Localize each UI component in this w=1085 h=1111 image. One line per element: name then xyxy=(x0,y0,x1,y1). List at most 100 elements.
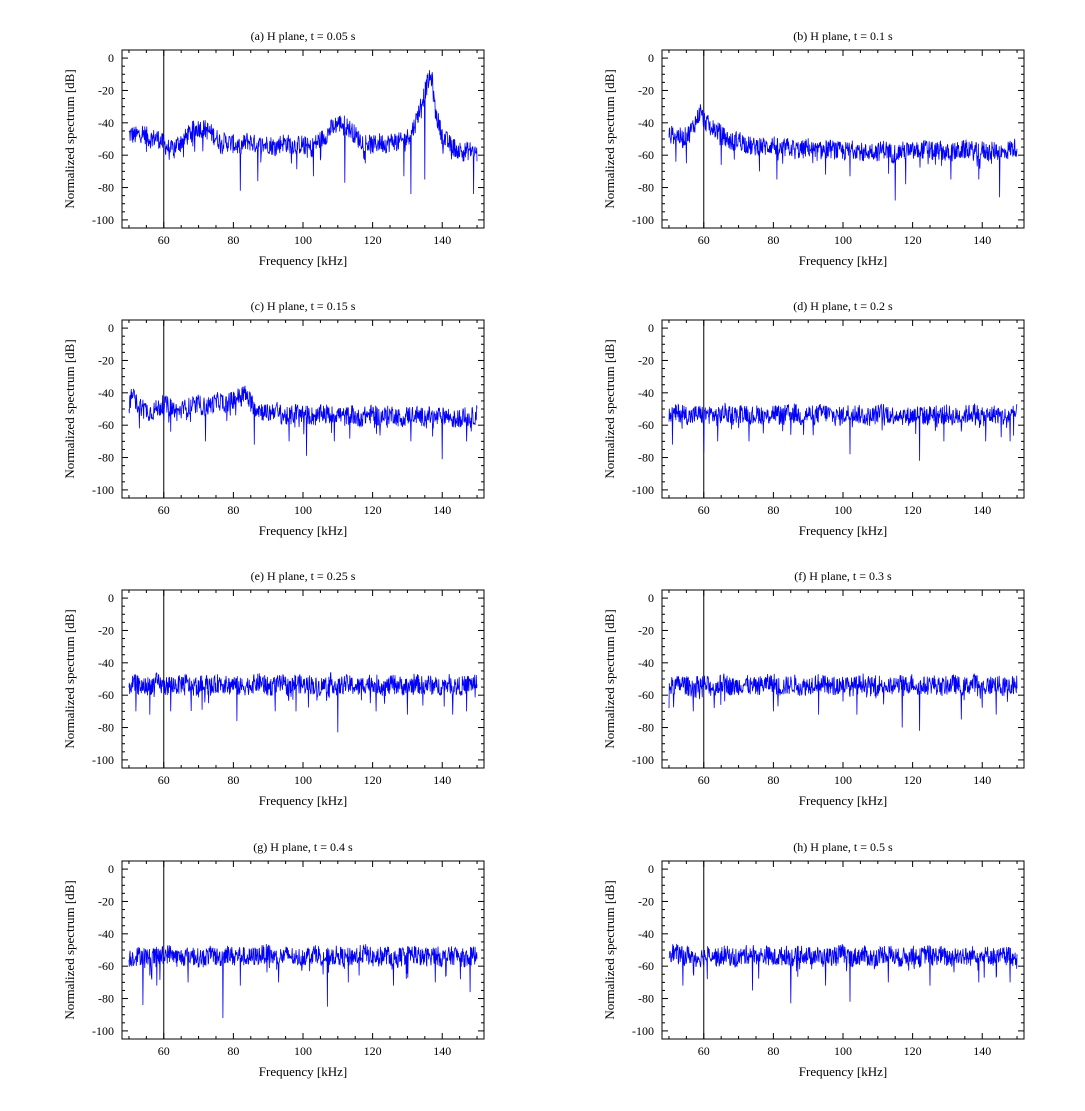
y-tick-label: -100 xyxy=(632,483,654,497)
x-tick-label: 120 xyxy=(364,773,382,787)
spectrum-line xyxy=(668,673,1018,731)
y-axis-label: Normalized spectrum [dB] xyxy=(62,339,77,478)
spectrum-line xyxy=(128,70,478,195)
y-tick-label: -40 xyxy=(638,656,654,670)
x-tick-label: 100 xyxy=(294,1044,312,1058)
x-tick-label: 140 xyxy=(433,773,451,787)
x-tick-label: 120 xyxy=(364,233,382,247)
subplot-a: (a) H plane, t = 0.05 s 60 80 100 120 140 0 -20… xyxy=(62,29,485,268)
x-tick-label: 60 xyxy=(158,773,170,787)
y-tick-label: -40 xyxy=(98,116,114,130)
y-tick-label: -40 xyxy=(98,927,114,941)
plot-frame xyxy=(661,49,1025,229)
subplot-g: (g) H plane, t = 0.4 s 60 80 100 120 140 0 -20 -… xyxy=(62,840,485,1079)
x-tick-label: 60 xyxy=(698,1044,710,1058)
y-tick-label: -100 xyxy=(92,213,114,227)
subplot-title: (g) H plane, t = 0.4 s xyxy=(253,840,353,854)
y-axis-label: Normalized spectrum [dB] xyxy=(62,609,77,748)
y-tick-label: 0 xyxy=(108,321,114,335)
y-tick-label: 0 xyxy=(648,321,654,335)
subplot-title: (e) H plane, t = 0.25 s xyxy=(251,569,356,583)
y-tick-label: -20 xyxy=(638,353,654,367)
y-tick-label: -20 xyxy=(98,623,114,637)
x-tick-label: 100 xyxy=(294,503,312,517)
subplot-e: (e) H plane, t = 0.25 s 60 80 100 120 140 0 -20… xyxy=(62,569,485,808)
y-tick-label: -60 xyxy=(98,418,114,432)
subplot-title: (h) H plane, t = 0.5 s xyxy=(793,840,893,854)
y-tick-label: -80 xyxy=(638,721,654,735)
x-tick-label: 140 xyxy=(973,503,991,517)
y-tick-label: -100 xyxy=(92,483,114,497)
x-tick-label: 140 xyxy=(973,1044,991,1058)
subplot-c: (c) H plane, t = 0.15 s 60 80 100 120 140 0 -20… xyxy=(62,299,485,538)
x-tick-label: 80 xyxy=(227,233,239,247)
y-tick-label: -80 xyxy=(98,992,114,1006)
x-tick-label: 120 xyxy=(904,233,922,247)
y-tick-label: -40 xyxy=(638,116,654,130)
x-tick-label: 140 xyxy=(433,1044,451,1058)
x-axis-label: Frequency [kHz] xyxy=(259,1064,347,1079)
x-tick-label: 140 xyxy=(433,233,451,247)
spectrum-line xyxy=(668,943,1018,1004)
x-tick-label: 80 xyxy=(767,503,779,517)
plot-frame xyxy=(121,860,485,1040)
subplot-d: (d) H plane, t = 0.2 s 60 80 100 120 140 0 -20 -… xyxy=(602,299,1025,538)
y-axis-label: Normalized spectrum [dB] xyxy=(62,880,77,1019)
x-axis-label: Frequency [kHz] xyxy=(259,793,347,808)
y-axis-label: Normalized spectrum [dB] xyxy=(62,69,77,208)
x-axis-label: Frequency [kHz] xyxy=(259,253,347,268)
spectrum-line xyxy=(668,104,1018,201)
plot-frame xyxy=(121,589,485,769)
x-tick-label: 100 xyxy=(834,1044,852,1058)
y-tick-label: -80 xyxy=(638,451,654,465)
y-tick-label: -20 xyxy=(638,894,654,908)
spectrum-line xyxy=(128,385,478,460)
y-tick-label: -20 xyxy=(98,83,114,97)
x-tick-label: 120 xyxy=(904,1044,922,1058)
y-tick-label: -40 xyxy=(98,386,114,400)
x-axis-label: Frequency [kHz] xyxy=(799,1064,887,1079)
y-axis-label: Normalized spectrum [dB] xyxy=(602,880,617,1019)
y-tick-label: -60 xyxy=(638,688,654,702)
y-tick-label: -100 xyxy=(632,213,654,227)
x-tick-label: 140 xyxy=(433,503,451,517)
y-tick-label: -80 xyxy=(638,992,654,1006)
y-tick-label: 0 xyxy=(648,591,654,605)
x-tick-label: 100 xyxy=(834,233,852,247)
y-tick-label: -100 xyxy=(632,1024,654,1038)
spectrum-line xyxy=(128,943,478,1019)
x-tick-label: 80 xyxy=(227,773,239,787)
y-tick-label: -20 xyxy=(638,623,654,637)
subplot-title: (b) H plane, t = 0.1 s xyxy=(793,29,893,43)
x-tick-label: 120 xyxy=(364,1044,382,1058)
spectrum-line xyxy=(668,402,1018,461)
x-axis-label: Frequency [kHz] xyxy=(259,523,347,538)
y-axis-label: Normalized spectrum [dB] xyxy=(602,339,617,478)
x-tick-label: 80 xyxy=(767,233,779,247)
x-tick-label: 100 xyxy=(294,233,312,247)
x-tick-label: 60 xyxy=(158,1044,170,1058)
x-tick-label: 60 xyxy=(158,233,170,247)
x-tick-label: 120 xyxy=(364,503,382,517)
x-tick-label: 60 xyxy=(698,503,710,517)
x-tick-label: 140 xyxy=(973,233,991,247)
y-tick-label: -20 xyxy=(98,353,114,367)
x-tick-label: 140 xyxy=(973,773,991,787)
y-tick-label: -80 xyxy=(638,181,654,195)
y-tick-label: -20 xyxy=(98,894,114,908)
y-tick-label: -20 xyxy=(638,83,654,97)
y-tick-label: -80 xyxy=(98,721,114,735)
y-tick-label: -100 xyxy=(92,753,114,767)
y-tick-label: 0 xyxy=(648,862,654,876)
x-tick-label: 60 xyxy=(698,233,710,247)
x-tick-label: 100 xyxy=(834,773,852,787)
y-tick-label: -60 xyxy=(638,148,654,162)
y-tick-label: 0 xyxy=(648,51,654,65)
x-axis-label: Frequency [kHz] xyxy=(799,253,887,268)
x-tick-label: 80 xyxy=(227,503,239,517)
x-tick-label: 100 xyxy=(294,773,312,787)
x-axis-label: Frequency [kHz] xyxy=(799,523,887,538)
x-tick-label: 60 xyxy=(698,773,710,787)
subplot-title: (a) H plane, t = 0.05 s xyxy=(251,29,356,43)
y-tick-label: -60 xyxy=(98,148,114,162)
